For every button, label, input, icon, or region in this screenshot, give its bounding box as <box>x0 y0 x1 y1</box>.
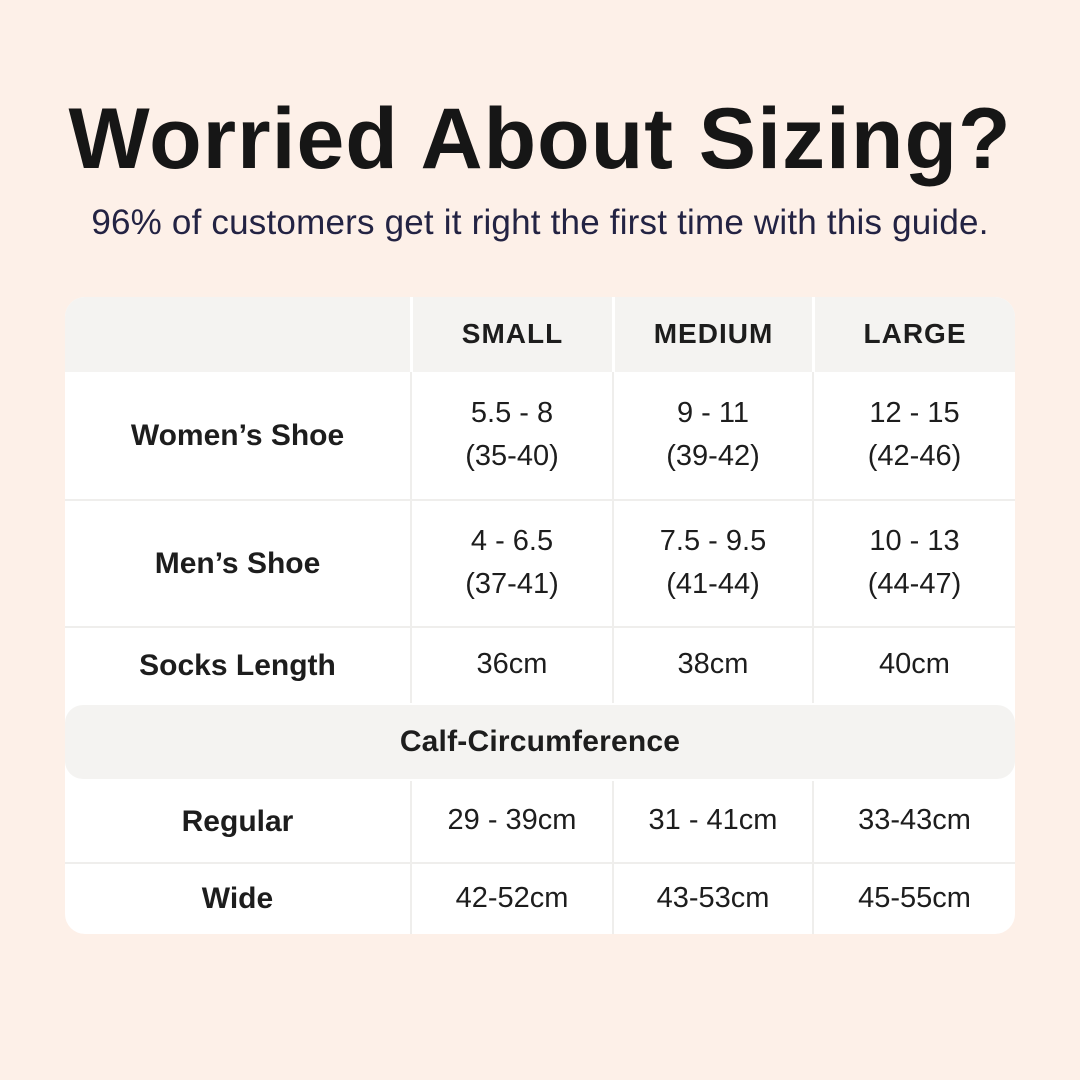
row-womens-shoe: Women’s Shoe 5.5 - 8 (35-40) 9 - 11 (39-… <box>65 371 1015 499</box>
cell-value: 7.5 - 9.5 <box>659 524 767 557</box>
cell-value: 33-43cm <box>858 804 971 837</box>
cell-mens-large: 10 - 13 (44-47) <box>812 500 1015 626</box>
size-chart-table: SMALL MEDIUM LARGE Women’s Shoe 5.5 - 8 … <box>65 296 1015 934</box>
cell-value: 4 - 6.5 <box>470 524 554 557</box>
cell-value: 5.5 - 8 <box>470 396 554 429</box>
cell-value-eu: (44-47) <box>867 568 962 601</box>
cell-mens-small: 4 - 6.5 (37-41) <box>410 500 612 626</box>
header-row: SMALL MEDIUM LARGE <box>65 296 1015 372</box>
row-regular: Regular 29 - 39cm 31 - 41cm 33-43cm <box>65 780 1015 862</box>
row-label: Men’s Shoe <box>154 546 321 580</box>
cell-value-eu: (35-40) <box>465 440 559 473</box>
row-wide: Wide 42-52cm 43-53cm 45-55cm <box>65 861 1015 934</box>
cell-value-eu: (41-44) <box>666 568 760 601</box>
column-header-large: LARGE <box>812 296 1015 372</box>
cell-value-eu: (39-42) <box>666 440 760 473</box>
row-socks-length: Socks Length 36cm 38cm 40cm <box>65 625 1015 703</box>
cell-value: 40cm <box>879 648 950 681</box>
column-header-small: SMALL <box>410 296 612 372</box>
row-label: Regular <box>181 804 294 838</box>
row-mens-shoe: Men’s Shoe 4 - 6.5 (37-41) 7.5 - 9.5 (41… <box>65 498 1015 626</box>
page-subtitle: 96% of customers get it right the first … <box>91 202 989 242</box>
cell-wide-large: 45-55cm <box>812 863 1015 934</box>
cell-socks-large: 40cm <box>812 627 1015 703</box>
page-title: Worried About Sizing? <box>68 91 1012 187</box>
cell-regular-small: 29 - 39cm <box>410 780 612 862</box>
column-header-medium: MEDIUM <box>612 296 812 372</box>
cell-wide-medium: 43-53cm <box>612 863 812 934</box>
cell-value: 36cm <box>476 648 548 681</box>
cell-value: 45-55cm <box>858 881 971 914</box>
column-header-empty <box>65 296 410 372</box>
cell-value: 29 - 39cm <box>447 804 577 837</box>
cell-wide-small: 42-52cm <box>410 863 612 934</box>
row-label: Women’s Shoe <box>130 418 345 452</box>
cell-socks-medium: 38cm <box>612 627 812 703</box>
cell-socks-small: 36cm <box>410 627 612 703</box>
row-label: Socks Length <box>139 648 336 682</box>
cell-womens-small: 5.5 - 8 (35-40) <box>410 371 612 499</box>
cell-regular-medium: 31 - 41cm <box>612 780 812 862</box>
cell-mens-medium: 7.5 - 9.5 (41-44) <box>612 500 812 626</box>
cell-value: 10 - 13 <box>869 524 960 557</box>
cell-womens-large: 12 - 15 (42-46) <box>812 371 1015 499</box>
cell-womens-medium: 9 - 11 (39-42) <box>612 371 812 499</box>
section-header-calf-circumference: Calf-Circumference <box>65 704 1015 779</box>
cell-value: 12 - 15 <box>869 396 960 429</box>
cell-value-eu: (42-46) <box>867 440 962 473</box>
cell-value: 43-53cm <box>656 881 770 914</box>
cell-value: 42-52cm <box>455 881 569 914</box>
cell-value-eu: (37-41) <box>465 568 559 601</box>
cell-regular-large: 33-43cm <box>812 780 1015 862</box>
cell-value: 9 - 11 <box>676 396 749 429</box>
cell-value: 38cm <box>677 648 749 681</box>
row-label: Wide <box>201 882 274 916</box>
cell-value: 31 - 41cm <box>648 804 778 837</box>
